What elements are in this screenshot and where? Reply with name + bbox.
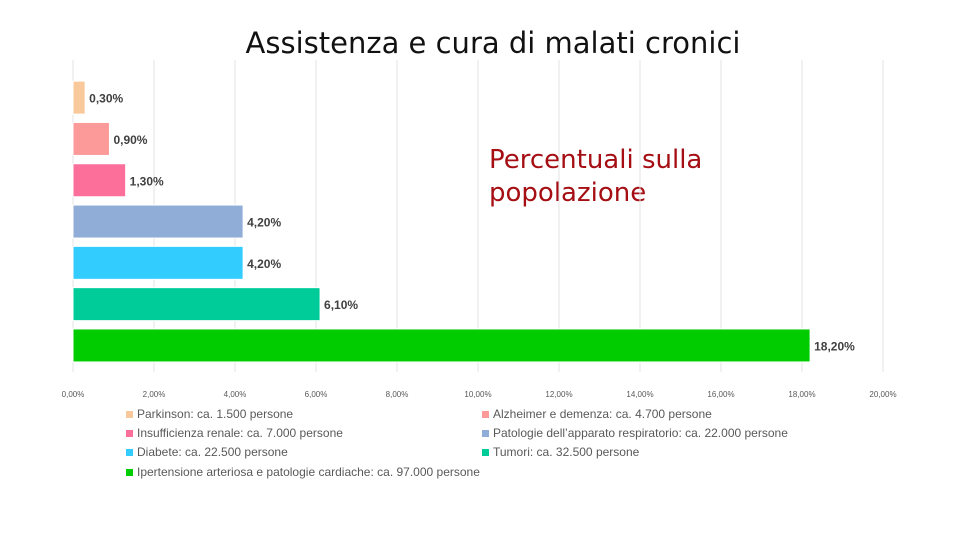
chart-subtitle: Percentuali sulla popolazione bbox=[489, 145, 703, 208]
legend-swatch bbox=[126, 429, 133, 437]
legend-item: Alzheimer e demenza: ca. 4.700 persone bbox=[482, 407, 712, 421]
legend-swatch bbox=[126, 468, 133, 476]
legend-swatch bbox=[126, 410, 133, 418]
x-axis-ticks: 0,00% 2,00% 4,00% 6,00% 8,00% 10,00% 12,00% 14,… bbox=[62, 390, 897, 399]
bar-value-label: 0,30% bbox=[89, 92, 123, 106]
legend-item: Parkinson: ca. 1.500 persone bbox=[126, 407, 293, 421]
x-tick-label: 20,00% bbox=[869, 390, 896, 399]
chart-title: Assistenza e cura di malati cronici bbox=[245, 26, 741, 60]
bar bbox=[72, 121, 110, 156]
bar-value-label: 6,10% bbox=[324, 298, 358, 312]
x-tick-label: 8,00% bbox=[386, 390, 409, 399]
legend-item: Diabete: ca. 22.500 persone bbox=[126, 445, 288, 459]
bar-value-label: 1,30% bbox=[130, 174, 164, 188]
x-tick-label: 2,00% bbox=[143, 390, 166, 399]
legend-label: Alzheimer e demenza: ca. 4.700 persone bbox=[493, 407, 712, 421]
legend-swatch bbox=[126, 448, 133, 456]
legend-label: Diabete: ca. 22.500 persone bbox=[137, 445, 288, 459]
x-tick-label: 12,00% bbox=[545, 390, 572, 399]
bar-value-label: 18,20% bbox=[814, 339, 855, 353]
x-tick-label: 10,00% bbox=[464, 390, 491, 399]
bars bbox=[72, 80, 811, 363]
bar bbox=[72, 328, 811, 363]
bar bbox=[72, 287, 321, 322]
legend-label: Insufficienza renale: ca. 7.000 persone bbox=[137, 426, 343, 440]
bar-value-label: 4,20% bbox=[247, 257, 281, 271]
x-tick-label: 0,00% bbox=[62, 390, 85, 399]
x-tick-label: 16,00% bbox=[707, 390, 734, 399]
legend-label: Patologie dell’apparato respiratorio: ca… bbox=[493, 426, 788, 440]
legend-swatch bbox=[482, 448, 489, 456]
bar bbox=[72, 80, 86, 115]
x-tick-label: 18,00% bbox=[788, 390, 815, 399]
legend-item: Insufficienza renale: ca. 7.000 persone bbox=[126, 426, 343, 440]
bar-value-label: 4,20% bbox=[247, 216, 281, 230]
x-tick-label: 4,00% bbox=[224, 390, 247, 399]
bar bbox=[72, 163, 127, 198]
data-labels: 0,30% 0,90% 1,30% 4,20% 4,20% 6,10% 18,20% bbox=[89, 92, 855, 354]
x-tick-label: 14,00% bbox=[626, 390, 653, 399]
bar bbox=[72, 245, 244, 280]
legend-swatch bbox=[482, 410, 489, 418]
bar-value-label: 0,90% bbox=[113, 133, 147, 147]
legend-label: Ipertensione arteriosa e patologie cardi… bbox=[137, 465, 480, 479]
legend-label: Parkinson: ca. 1.500 persone bbox=[137, 407, 294, 421]
legend-item: Patologie dell’apparato respiratorio: ca… bbox=[482, 426, 788, 440]
legend-swatch bbox=[482, 429, 489, 437]
bar bbox=[72, 204, 244, 239]
legend-item: Ipertensione arteriosa e patologie cardi… bbox=[126, 465, 480, 479]
x-tick-label: 6,00% bbox=[305, 390, 328, 399]
legend-item: Tumori: ca. 32.500 persone bbox=[482, 445, 639, 459]
legend-label: Tumori: ca. 32.500 persone bbox=[493, 445, 640, 459]
